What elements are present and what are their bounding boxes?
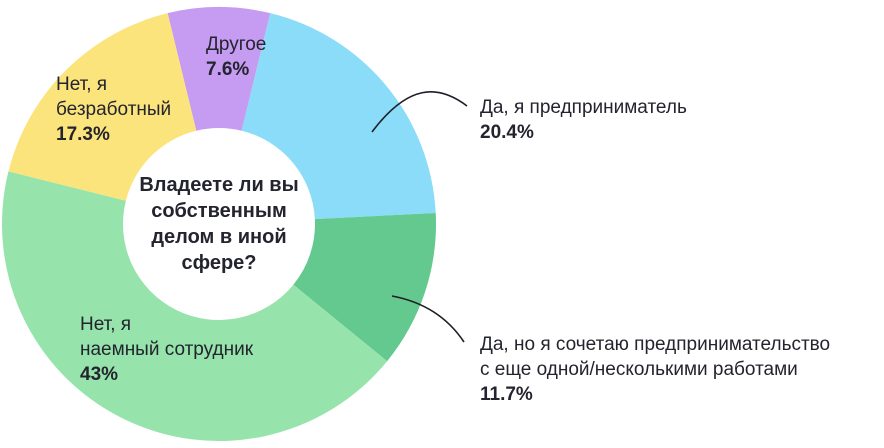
chart-question-line: сфере? [181, 252, 257, 274]
donut-slice-3 [1, 171, 388, 442]
slice-label-unemployed: Нет, я безработный 17.3% [56, 72, 171, 147]
donut-slice-0 [167, 6, 271, 131]
leader-line-entrepreneur [371, 91, 468, 133]
donut-slice-2 [293, 213, 436, 362]
slice-label-combine: Да, но я сочетаю предпринимательство с е… [480, 332, 830, 407]
slice-label-text: Нет, я [56, 74, 108, 95]
slice-label-percent: 20.4% [480, 122, 534, 143]
slice-label-text: Другое [206, 34, 267, 55]
slice-label-employee: Нет, я наемный сотрудник 43% [80, 312, 253, 387]
slice-label-percent: 11.7% [480, 384, 533, 405]
slice-label-text: безработный [56, 99, 172, 120]
slice-label-percent: 43% [80, 364, 119, 385]
chart-question-line: Владеете ли вы [139, 174, 299, 196]
chart-question-line: делом в иной [151, 226, 287, 248]
slice-label-text: Нет, я [80, 314, 132, 335]
slice-label-percent: 17.3% [56, 124, 110, 145]
slice-label-text: с еще одной/несколькими работами [480, 359, 798, 380]
slice-label-text: Да, я предприниматель [480, 97, 687, 118]
slice-label-entrepreneur: Да, я предприниматель 20.4% [480, 95, 687, 145]
donut-slice-4 [8, 13, 197, 201]
slice-label-text: Да, но я сочетаю предпринимательство [480, 334, 831, 355]
chart-question: Владеете ли вы собственным делом в иной … [124, 172, 314, 276]
slice-label-percent: 7.6% [206, 59, 250, 80]
chart-question-line: собственным [151, 200, 287, 222]
slice-label-text: наемный сотрудник [80, 339, 254, 360]
slice-label-other: Другое 7.6% [206, 32, 266, 82]
donut-slice-1 [241, 13, 436, 220]
donut-slices [1, 6, 436, 442]
leader-line-combine [391, 295, 465, 343]
